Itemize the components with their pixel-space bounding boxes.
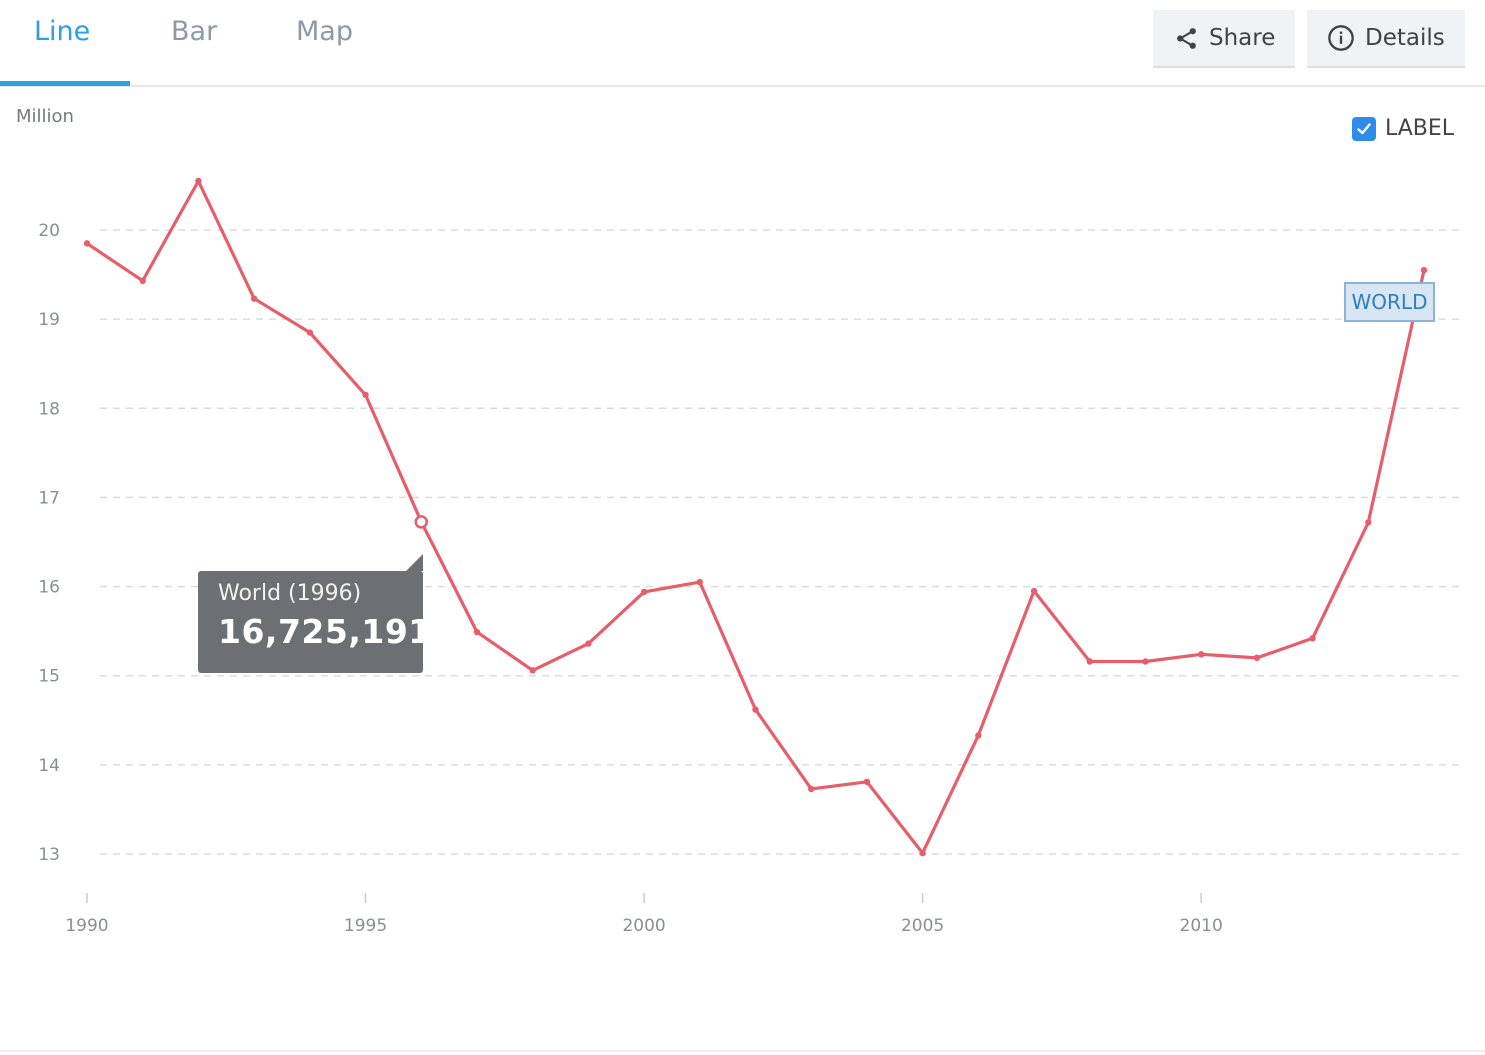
bottom-divider	[0, 1050, 1485, 1052]
data-tooltip: World (1996) 16,725,191	[198, 554, 432, 673]
share-button[interactable]: Share	[1153, 10, 1295, 68]
details-button-label: Details	[1365, 25, 1445, 51]
tooltip-title: World (1996)	[218, 581, 362, 606]
data-point	[863, 778, 871, 785]
x-tick-label: 2000	[622, 916, 665, 936]
checkmark-icon	[1357, 122, 1371, 134]
data-point	[1197, 651, 1205, 658]
data-point	[1309, 635, 1316, 642]
y-axis-unit-label: Million	[16, 106, 74, 127]
y-tick-label: 19	[38, 310, 60, 330]
active-tab-indicator	[0, 81, 130, 86]
tab-bar[interactable]: Bar	[171, 16, 218, 47]
tab-line[interactable]: Line	[34, 16, 91, 47]
y-tick-label: 15	[38, 667, 60, 687]
data-point	[362, 391, 369, 399]
label-toggle-text: LABEL	[1385, 116, 1455, 141]
data-point	[752, 706, 759, 713]
series-label-world: WORLD	[1344, 282, 1435, 322]
share-icon	[1177, 27, 1196, 49]
y-tick-label: 16	[38, 578, 60, 598]
highlighted-data-point	[414, 515, 428, 529]
data-point	[975, 732, 982, 739]
tab-map[interactable]: Map	[296, 16, 353, 47]
y-tick-label: 17	[38, 488, 60, 508]
data-point	[1420, 266, 1428, 274]
data-point	[640, 588, 648, 596]
x-tick-label: 1990	[65, 916, 108, 936]
info-icon	[1328, 25, 1354, 51]
data-point	[250, 295, 258, 302]
data-point	[529, 667, 536, 674]
data-point	[1365, 519, 1372, 526]
y-tick-label: 20	[38, 221, 60, 241]
y-tick-label: 18	[38, 399, 60, 419]
x-tick-label: 2010	[1180, 916, 1223, 936]
x-tick-label: 2005	[901, 916, 944, 936]
data-point	[919, 849, 926, 857]
label-checkbox[interactable]	[1352, 116, 1376, 141]
label-toggle[interactable]: LABEL	[1352, 116, 1454, 141]
details-button[interactable]: Details	[1307, 10, 1465, 68]
data-point	[1253, 654, 1261, 662]
data-point	[306, 329, 314, 336]
x-tick-label: 1995	[344, 916, 387, 936]
share-button-label: Share	[1209, 25, 1276, 51]
data-point	[1086, 658, 1093, 665]
data-point	[696, 578, 703, 586]
view-tabs-bar: Line Bar Map Share Details	[0, 0, 1485, 87]
data-point	[139, 277, 146, 285]
series-line-world	[85, 179, 1426, 855]
y-tick-label: 13	[38, 845, 60, 865]
data-point	[195, 177, 202, 185]
data-point	[83, 240, 91, 247]
data-point	[585, 640, 592, 647]
y-tick-label: 14	[38, 756, 60, 776]
data-point	[808, 785, 815, 793]
data-point	[473, 628, 481, 636]
data-point	[1030, 587, 1038, 595]
data-point	[1142, 658, 1149, 665]
tooltip-value: 16,725,191	[218, 612, 432, 651]
